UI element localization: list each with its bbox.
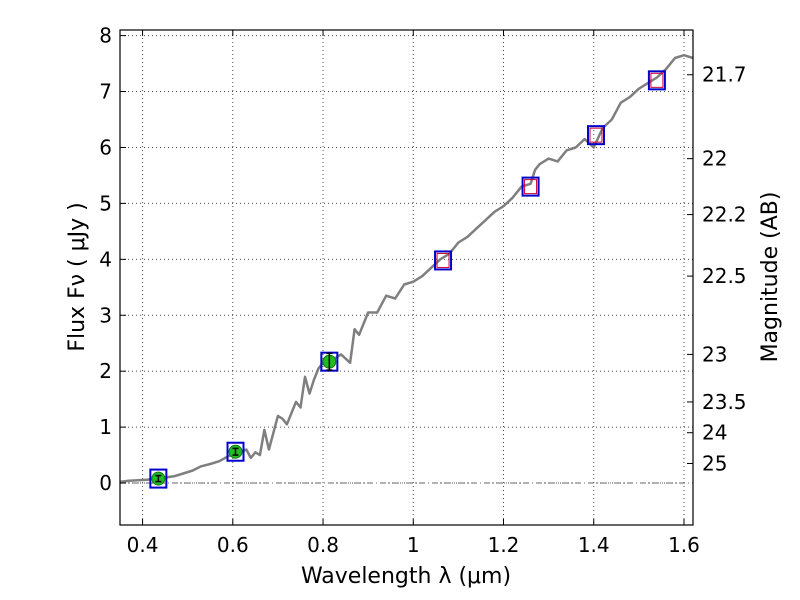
y-tick-label: 7 — [99, 80, 112, 104]
y-tick-label: 8 — [99, 24, 112, 48]
y-axis-label: Flux Fν ( μJy ) — [65, 202, 90, 351]
y2-tick-label: 22.2 — [702, 203, 747, 227]
y2-tick-label: 25 — [702, 451, 727, 475]
y-tick-label: 2 — [99, 359, 112, 383]
y2-tick-label: 22 — [702, 147, 727, 171]
upper-limit-marker — [650, 72, 664, 88]
x-tick-label: 1.4 — [578, 533, 610, 557]
model-photometry-box — [149, 468, 168, 489]
y2-tick-label: 23.5 — [702, 390, 747, 414]
y-tick-label: 1 — [99, 415, 112, 439]
plot-frame — [119, 29, 694, 526]
x-tick-label: 0.6 — [217, 533, 249, 557]
spectrum-line — [119, 53, 694, 484]
grid-layer — [120, 30, 693, 525]
y2-tick-label: 24 — [702, 421, 727, 445]
x-tick-label: 0.4 — [127, 533, 159, 557]
y-tick-label: 6 — [99, 135, 112, 159]
plot-layer — [119, 53, 694, 489]
y-tick-label: 4 — [99, 247, 112, 271]
upper-limit-marker — [589, 127, 603, 143]
y-tick-label: 3 — [99, 303, 112, 327]
y2-tick-label: 21.7 — [702, 63, 747, 87]
model-photometry-box — [434, 250, 453, 271]
x-tick-label: 1.6 — [668, 533, 700, 557]
model-photometry-box — [586, 125, 605, 146]
y2-tick-label: 23 — [702, 342, 727, 366]
y-tick-label: 5 — [99, 191, 112, 215]
upper-limit-marker — [436, 252, 450, 268]
y2-tick-label: 22.5 — [702, 264, 747, 288]
x-tick-label: 0.8 — [307, 533, 339, 557]
y-tick-label: 0 — [99, 471, 112, 495]
model-photometry-box — [226, 441, 245, 462]
tick-layer: 0.4 0.6 0.8 1 1.2 1.4 1.601234567821.72222.222… — [99, 24, 746, 557]
x-tick-label: 1 — [407, 533, 420, 557]
y2-axis-label: Magnitude (AB) — [758, 192, 783, 363]
model-photometry-box — [647, 70, 666, 91]
x-tick-label: 1.2 — [488, 533, 520, 557]
upper-limit-marker — [524, 179, 538, 195]
model-photometry-box — [521, 176, 540, 197]
x-axis-label: Wavelength λ (μm) — [301, 564, 511, 589]
